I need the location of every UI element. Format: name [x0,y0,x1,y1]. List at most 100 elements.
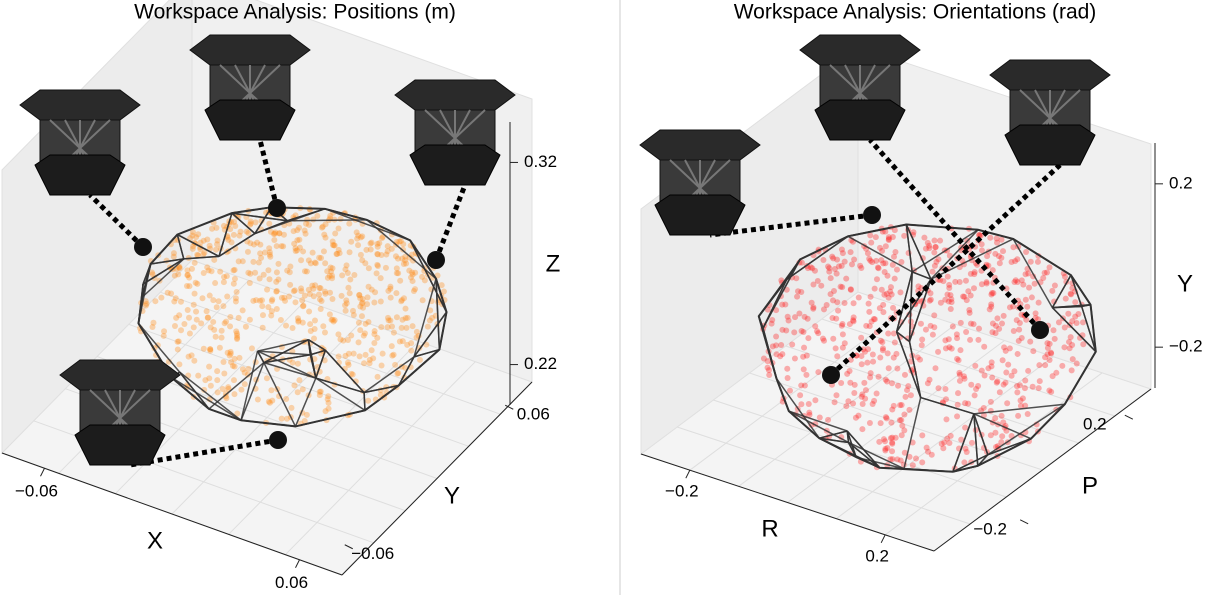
sample-point [320,323,327,330]
sample-point [820,257,827,264]
sample-point [232,298,239,305]
sample-point [1010,244,1017,251]
sample-point [1001,344,1008,351]
sample-point [961,375,968,382]
sample-point [378,324,385,331]
sample-point [927,290,934,297]
sample-point [409,323,416,330]
hull-edge [1089,304,1097,352]
sample-point [954,401,961,408]
hull-edge [364,384,400,411]
sample-point [371,299,378,306]
sample-point [207,346,214,353]
sample-point [171,322,178,329]
sample-point [1000,419,1007,426]
sample-point [794,293,801,300]
sample-point [1036,362,1043,369]
hull-edge [413,278,437,358]
sample-point [327,264,334,271]
sample-point [898,417,905,424]
sample-point [280,243,287,250]
sample-point [835,263,842,270]
sample-point [331,317,338,324]
sample-point [998,254,1005,261]
hull-edge [788,410,849,444]
sample-point [805,400,812,407]
sample-point [1068,367,1075,374]
sample-point [299,319,306,326]
sample-point [286,293,293,300]
sample-point [273,305,280,312]
sample-point [377,298,384,305]
sample-point [873,257,880,264]
sample-point [966,307,973,314]
hull-edge [398,356,415,386]
sample-point [891,253,898,260]
sample-point [890,402,897,409]
hull-edge [977,454,989,467]
sample-point [294,389,301,396]
sample-point [288,404,295,411]
sample-point [379,350,386,357]
robot-top [989,59,1111,91]
sample-point [783,327,790,334]
sample-point [328,268,335,275]
sample-point [871,316,878,323]
sample-point [329,316,336,323]
sample-point [312,282,319,289]
sample-point [831,399,838,406]
sample-point [838,322,845,329]
hull-edge [363,356,415,394]
sample-point [149,269,156,276]
sample-point [834,353,841,360]
sample-point [328,316,335,323]
sample-point [1024,411,1031,418]
sample-point [221,274,228,281]
x-tick-label: 0.06 [275,573,308,592]
sample-point [400,241,407,248]
sample-point [984,253,991,260]
sample-point [973,386,980,393]
sample-point [282,297,289,304]
sample-point [367,246,374,253]
sample-point [190,243,197,250]
sample-point [273,278,280,285]
hull-edge [906,223,979,231]
sample-point [826,268,833,275]
sample-point [897,457,904,464]
sample-point [852,414,859,421]
sample-point [283,322,290,329]
sample-point [239,366,246,373]
sample-point [798,382,805,389]
sample-point [804,315,811,322]
sample-point [318,298,325,305]
sample-point [999,320,1006,327]
hull-edge [911,229,979,273]
sample-point [325,399,332,406]
sample-point [879,247,886,254]
sample-point [855,294,862,301]
sample-point [961,459,968,466]
sample-point [962,424,969,431]
sample-point [343,297,350,304]
sample-point [898,402,905,409]
sample-point [957,347,964,354]
sample-point [393,270,400,277]
sample-point [764,358,771,365]
sample-point [876,438,883,445]
sample-point [989,267,996,274]
sample-point [815,369,822,376]
sample-point [360,304,367,311]
sample-point [976,325,983,332]
x-axis-label: R [761,515,778,542]
sample-point [334,250,341,257]
sample-point [839,284,846,291]
hull-edge [240,362,265,421]
sample-point [344,336,351,343]
sample-point [884,350,891,357]
sample-point [850,317,857,324]
sample-point [236,354,243,361]
sample-point [768,320,775,327]
sample-point [819,335,826,342]
sample-point [241,381,248,388]
